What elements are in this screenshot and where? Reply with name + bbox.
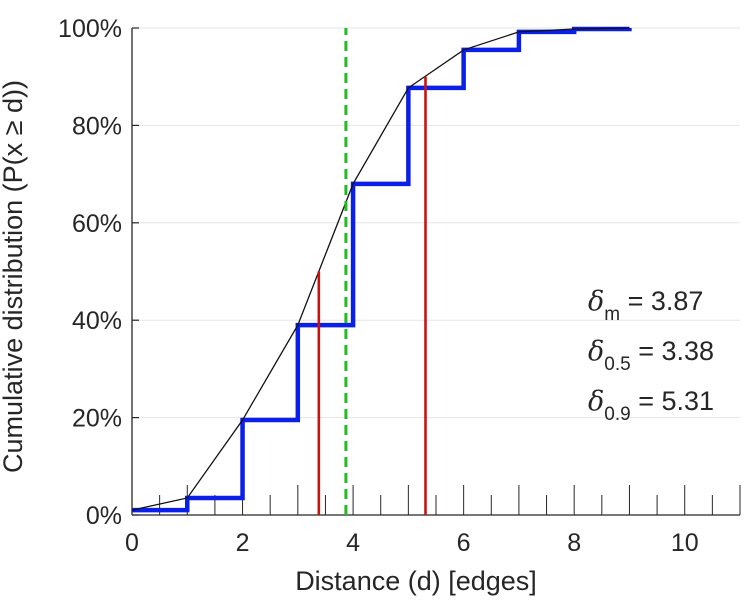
series-empirical-cdf bbox=[132, 26, 632, 513]
x-tick-label: 2 bbox=[236, 529, 250, 557]
x-tick-label: 6 bbox=[457, 529, 471, 557]
annotation-m: δm = 3.87 bbox=[588, 286, 703, 325]
tick-labels: 0% 20% 40% 60% 80% 100% 0 2 4 6 8 10 bbox=[58, 15, 699, 557]
chart-marks bbox=[131, 26, 632, 515]
annotation-0.9: δ0.9 = 5.31 bbox=[588, 386, 714, 425]
delta-symbol: δ bbox=[588, 286, 604, 317]
grid-lines bbox=[132, 27, 740, 419]
delta-value: = 3.38 bbox=[631, 336, 714, 366]
delta-subscript: m bbox=[604, 304, 620, 325]
y-axis-label: Cumulative distribution (P(x ≥ d)) bbox=[0, 80, 28, 473]
delta-value: = 5.31 bbox=[631, 386, 714, 416]
x-tick-label: 0 bbox=[125, 529, 139, 557]
y-tick-label: 60% bbox=[72, 210, 122, 238]
y-tick-label: 20% bbox=[72, 405, 122, 433]
x-tick-label: 10 bbox=[671, 529, 699, 557]
series-interpolated-cdf bbox=[131, 27, 630, 511]
delta-symbol: δ bbox=[588, 386, 604, 417]
delta-subscript: 0.9 bbox=[604, 404, 630, 425]
y-tick-label: 0% bbox=[86, 502, 122, 530]
axes bbox=[131, 27, 741, 516]
y-tick-label: 100% bbox=[58, 15, 122, 43]
annotation-0.5: δ0.5 = 3.38 bbox=[588, 336, 714, 375]
x-axis-label: Distance (d) [edges] bbox=[295, 566, 537, 596]
y-tick-label: 40% bbox=[72, 307, 122, 335]
x-tick-label: 8 bbox=[567, 529, 581, 557]
delta-value: = 3.87 bbox=[620, 286, 703, 316]
y-tick-label: 80% bbox=[72, 112, 122, 140]
delta-subscript: 0.5 bbox=[604, 354, 630, 375]
delta-symbol: δ bbox=[588, 336, 604, 367]
x-tick-label: 4 bbox=[346, 529, 360, 557]
